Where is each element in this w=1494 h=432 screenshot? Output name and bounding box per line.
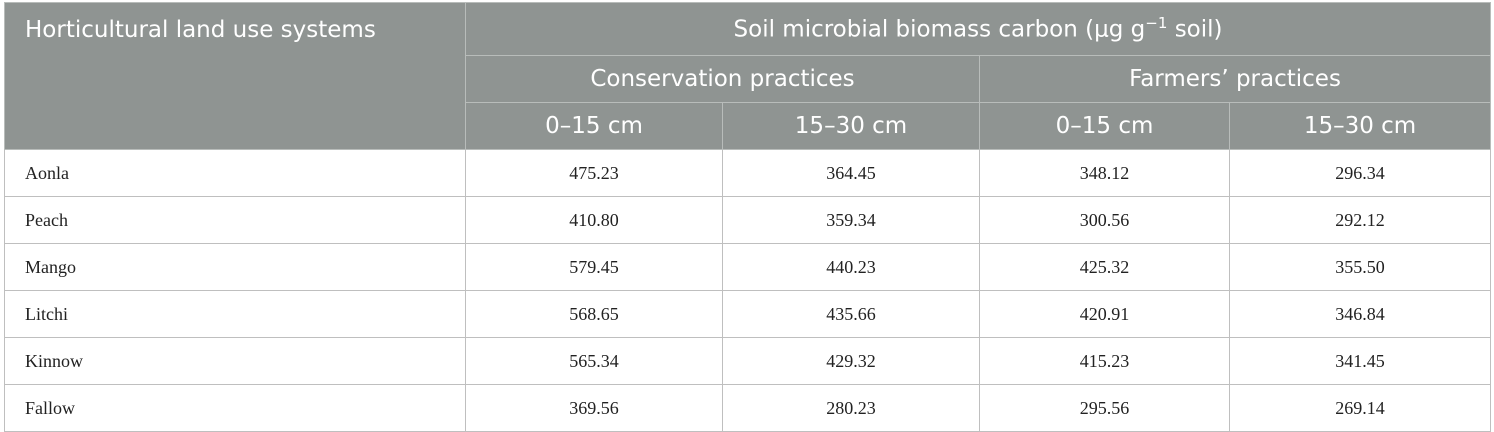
table-cell: 348.12	[979, 149, 1230, 197]
table-cell: 435.66	[722, 290, 980, 338]
table-cell: 429.32	[722, 337, 980, 385]
table-cell: 292.12	[1228, 196, 1492, 244]
table-cell: 410.80	[465, 196, 723, 244]
row-label: Peach	[4, 196, 466, 244]
table-cell: 296.34	[1228, 149, 1492, 197]
table-row: Mango 579.45 440.23 425.32 355.50	[4, 243, 1492, 291]
table-cell: 280.23	[722, 384, 980, 432]
table-row: Peach 410.80 359.34 300.56 292.12	[4, 196, 1492, 244]
table-cell: 359.34	[722, 196, 980, 244]
biomass-carbon-table: Horticultural land use systems Soil micr…	[4, 2, 1492, 432]
farmers-practices-header: Farmers’ practices	[978, 55, 1492, 103]
table-cell: 568.65	[465, 290, 723, 338]
table-cell: 369.56	[465, 384, 723, 432]
row-label: Litchi	[4, 290, 466, 338]
table-row: Aonla 475.23 364.45 348.12 296.34	[4, 149, 1492, 197]
table-cell: 565.34	[465, 337, 723, 385]
table-cell: 346.84	[1228, 290, 1492, 338]
table-cell: 355.50	[1228, 243, 1492, 291]
row-label: Mango	[4, 243, 466, 291]
table-cell: 415.23	[979, 337, 1230, 385]
depth-header: 0–15 cm	[979, 102, 1230, 150]
table-cell: 364.45	[722, 149, 980, 197]
table-cell: 269.14	[1228, 384, 1492, 432]
table-cell: 341.45	[1228, 337, 1492, 385]
depth-header: 15–30 cm	[722, 102, 980, 150]
row-header: Horticultural land use systems	[4, 2, 466, 150]
table-cell: 579.45	[465, 243, 723, 291]
table-row: Kinnow 565.34 429.32 415.23 341.45	[4, 337, 1492, 385]
table-cell: 295.56	[979, 384, 1230, 432]
conservation-practices-header: Conservation practices	[465, 55, 980, 103]
depth-header: 0–15 cm	[465, 102, 723, 150]
table-cell: 425.32	[979, 243, 1230, 291]
table-cell: 475.23	[465, 149, 723, 197]
table-cell: 440.23	[722, 243, 980, 291]
table-row: Litchi 568.65 435.66 420.91 346.84	[4, 290, 1492, 338]
row-label: Kinnow	[4, 337, 466, 385]
table-cell: 300.56	[979, 196, 1230, 244]
group-title: Soil microbial biomass carbon (μg g−1 so…	[464, 2, 1492, 56]
row-label: Fallow	[4, 384, 466, 432]
table-row: Fallow 369.56 280.23 295.56 269.14	[4, 384, 1492, 432]
depth-header: 15–30 cm	[1228, 102, 1492, 150]
row-label: Aonla	[4, 149, 466, 197]
table-cell: 420.91	[979, 290, 1230, 338]
